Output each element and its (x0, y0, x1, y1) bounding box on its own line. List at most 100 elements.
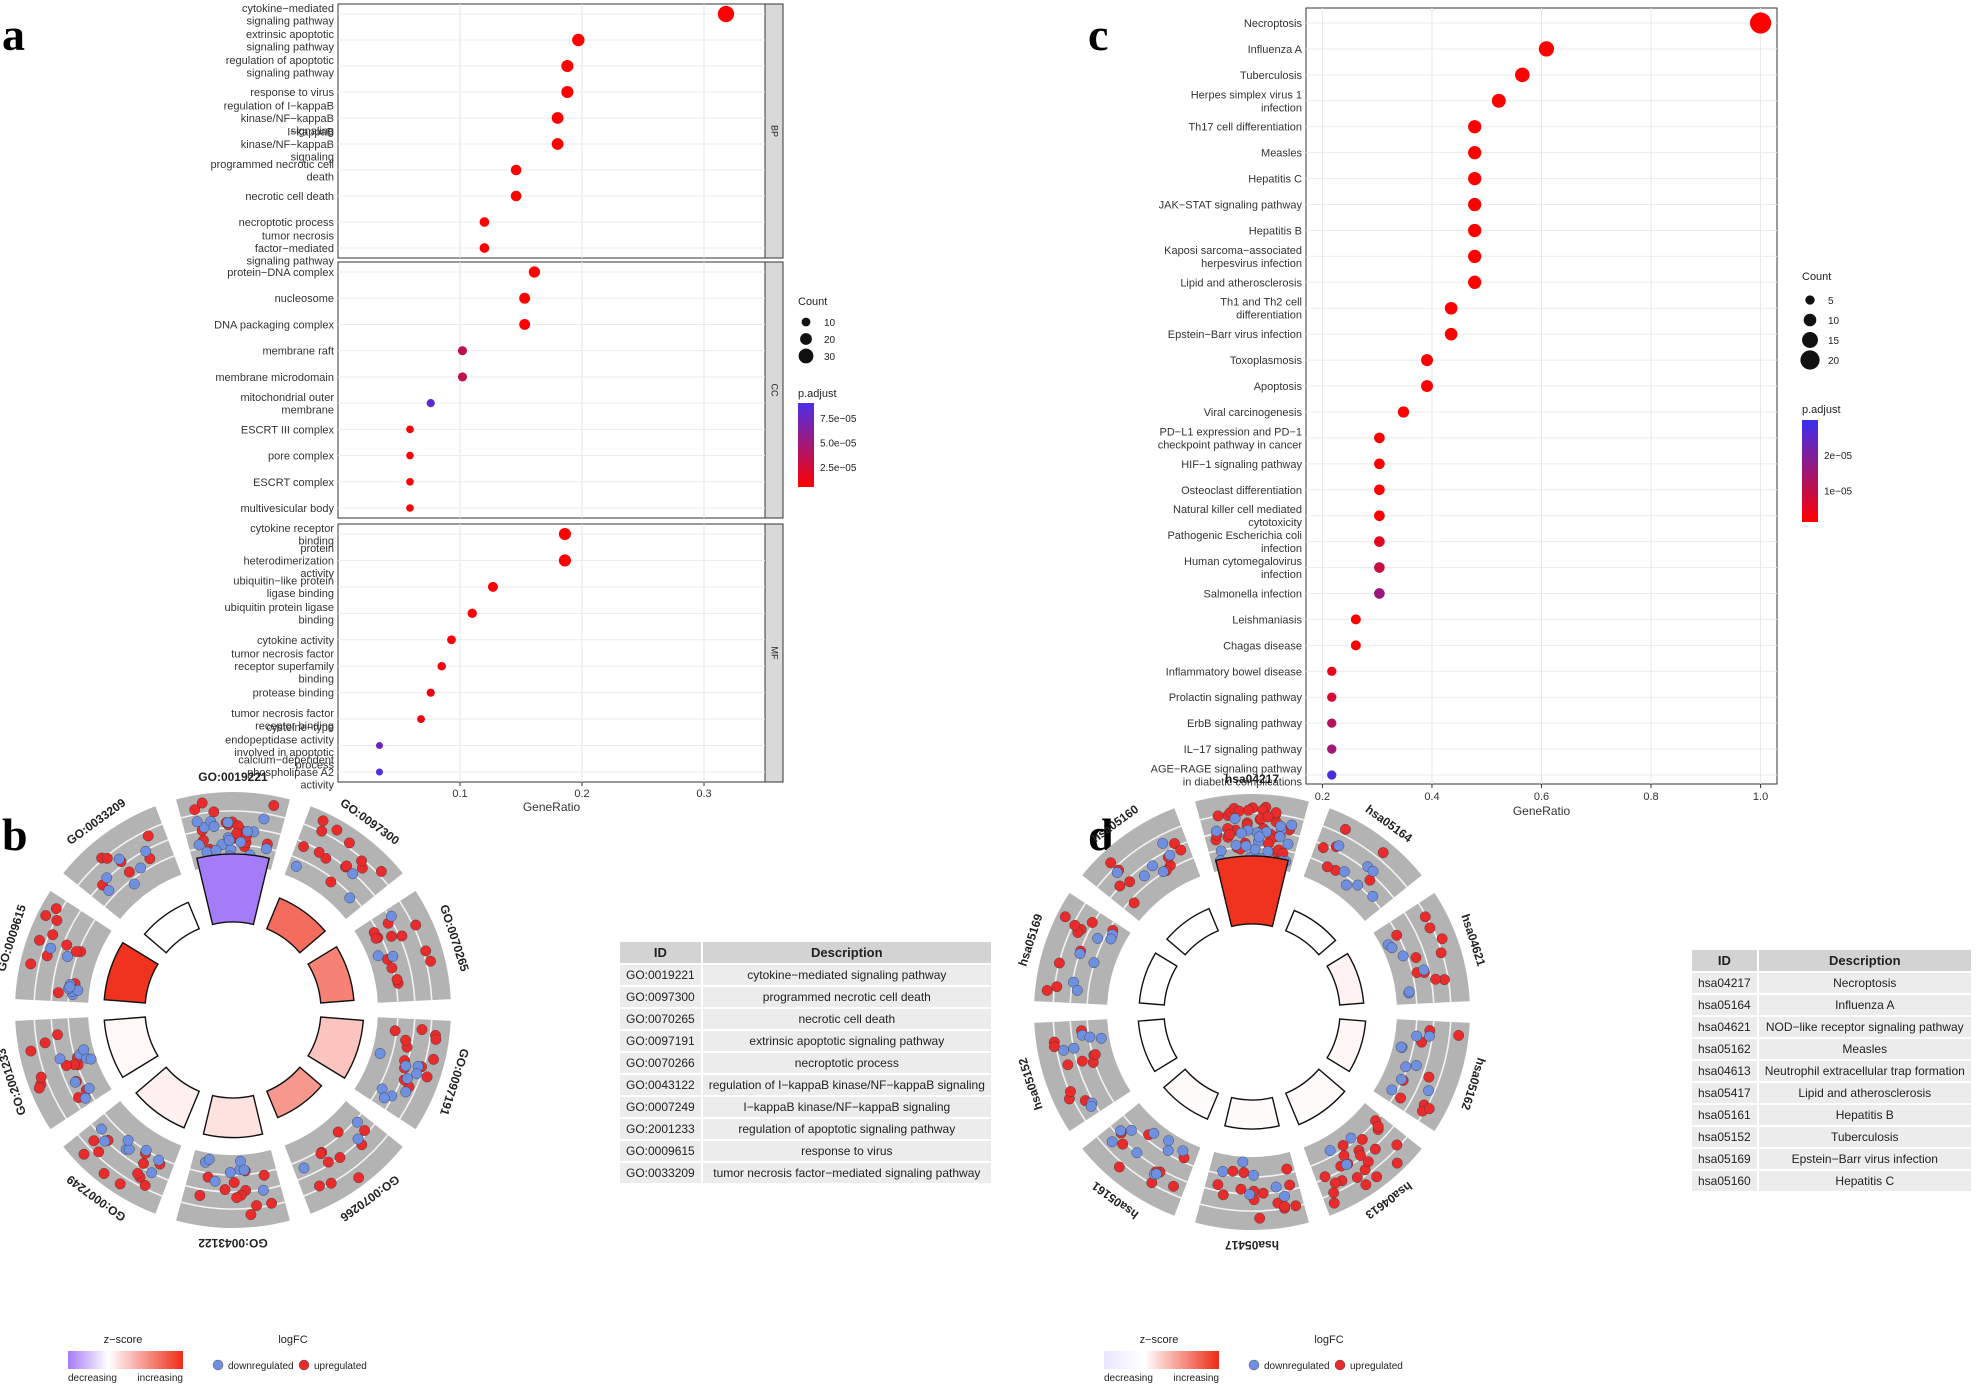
upregulated-gene-dot (317, 815, 329, 827)
upregulated-gene-dot (1423, 1071, 1435, 1083)
downregulated-gene-dot (128, 878, 140, 890)
upregulated-gene-dot (1054, 957, 1065, 969)
upregulated-gene-dot (1128, 897, 1140, 909)
legend-size-label: 30 (824, 352, 836, 363)
upregulated-gene-dot (251, 1200, 262, 1211)
category-label: protein−DNA complex (227, 267, 334, 279)
upregulated-gene-dot (1086, 917, 1098, 928)
downregulated-gene-dot (352, 1133, 364, 1145)
table-header: ID Description (1690, 948, 1973, 973)
data-point (1350, 640, 1361, 651)
facet-strip (764, 3, 784, 259)
upregulated-gene-dot (1430, 973, 1441, 985)
legend-size-dot (1800, 350, 1820, 370)
category-label: Prolactin signaling pathway (1169, 692, 1303, 704)
downregulated-gene-dot (1253, 831, 1265, 843)
category-label: membrane microdomain (215, 372, 334, 384)
upregulated-gene-dot (1113, 1161, 1125, 1173)
term-description-cell: Influenza A (1756, 993, 1973, 1017)
category-label: tumor necrosis factor (231, 708, 334, 720)
downregulated-gene-dot (290, 860, 302, 872)
count-bar (1284, 909, 1337, 956)
category-label: programmed necrotic cell (211, 159, 335, 171)
category-label: process (295, 759, 334, 771)
upregulated-gene-dot (98, 1168, 110, 1179)
data-point (1468, 249, 1482, 264)
column-header-description: Description (1756, 948, 1973, 973)
upregulated-gene-dot (1424, 922, 1436, 934)
table-row: GO:0019221 cytokine−mediated signaling pa… (618, 963, 993, 987)
downregulated-gene-dot (235, 836, 247, 848)
downregulated-gene-dot (374, 1048, 386, 1059)
count-bar (143, 901, 201, 954)
upregulated-gene-dot (1356, 1134, 1368, 1145)
table-row: hsa05164 Influenza A (1690, 993, 1973, 1017)
count-bar (1326, 952, 1365, 1006)
downregulated-gene-dot (1071, 984, 1083, 996)
data-point (406, 504, 414, 512)
legend-size-label: 20 (824, 335, 836, 346)
legend-up-dot (298, 1359, 310, 1371)
upregulated-gene-dot (1089, 1049, 1101, 1060)
term-id-cell: GO:0033209 (618, 1161, 703, 1185)
downregulated-gene-dot (140, 845, 152, 857)
downregulated-gene-dot (1088, 957, 1100, 969)
category-label: Osteoclast differentiation (1181, 485, 1302, 497)
upregulated-gene-dot (25, 1045, 37, 1057)
downregulated-gene-dot (242, 826, 253, 837)
upregulated-gene-dot (353, 1172, 365, 1184)
downregulated-gene-dot (1230, 839, 1242, 851)
upregulated-gene-dot (386, 930, 397, 942)
legend-size-dot (1803, 313, 1817, 327)
downregulated-gene-dot (400, 1060, 412, 1072)
downregulated-gene-dot (1115, 1125, 1127, 1137)
downregulated-gene-dot (1148, 1127, 1160, 1139)
term-id-cell: GO:0070266 (618, 1051, 703, 1075)
column-header-id: ID (1690, 948, 1759, 973)
colorbar-label: 2.5e−05 (820, 463, 857, 474)
upregulated-gene-dot (70, 946, 82, 957)
upregulated-gene-dot (101, 852, 113, 864)
term-description-cell: extrinsic apoptotic signaling pathway (700, 1029, 993, 1053)
downregulated-gene-dot (1217, 1166, 1229, 1177)
track-gridline (185, 1184, 281, 1193)
upregulated-gene-dot (138, 1158, 149, 1169)
data-point (1397, 406, 1410, 418)
downregulated-gene-dot (1249, 843, 1261, 855)
data-point (375, 742, 383, 750)
category-label: factor−mediated (255, 243, 334, 255)
count-bar (1214, 855, 1290, 928)
term-description-cell: Tuberculosis (1756, 1125, 1973, 1149)
upregulated-gene-dot (1262, 811, 1274, 823)
category-label: death (306, 171, 334, 183)
upregulated-gene-dot (52, 987, 64, 999)
category-label: HIF−1 signaling pathway (1181, 459, 1302, 471)
upregulated-gene-dot (1257, 1187, 1269, 1199)
category-label: Hepatitis C (1248, 174, 1302, 186)
category-label: pore complex (268, 451, 335, 463)
downregulated-gene-dot (1147, 860, 1158, 872)
downregulated-gene-dot (1058, 1044, 1070, 1056)
upregulated-gene-dot (114, 1178, 126, 1190)
table-row: GO:0097300 programmed necrotic cell death (618, 985, 993, 1009)
downregulated-gene-dot (1095, 1032, 1107, 1044)
term-id-cell: hsa05417 (1690, 1081, 1759, 1105)
category-label: binding (299, 615, 334, 627)
downregulated-gene-dot (45, 942, 57, 954)
upregulated-gene-dot (325, 876, 337, 888)
upregulated-gene-dot (1338, 1150, 1350, 1162)
upregulated-gene-dot (332, 1126, 344, 1138)
category-label: tumor necrosis (262, 231, 335, 243)
facet-panel (337, 523, 766, 783)
downregulated-gene-dot (1211, 825, 1222, 837)
upregulated-gene-dot (1238, 1167, 1250, 1179)
x-tick-label: 0.2 (1315, 791, 1330, 803)
downregulated-gene-dot (1423, 1030, 1435, 1042)
downregulated-gene-dot (344, 892, 356, 904)
upregulated-gene-dot (1242, 804, 1254, 816)
data-point (558, 554, 571, 567)
term-id-cell: hsa05161 (1690, 1103, 1759, 1127)
count-bar (202, 1094, 264, 1139)
facet-panel (337, 261, 766, 519)
data-point (479, 217, 490, 227)
